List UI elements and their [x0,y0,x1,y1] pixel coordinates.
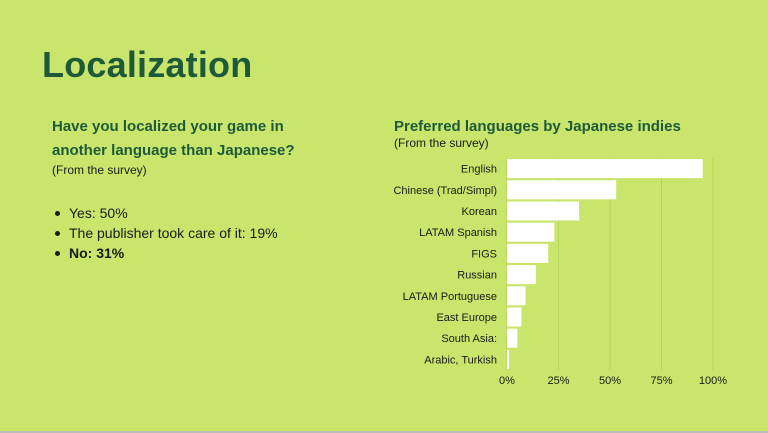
chart-title: Preferred languages by Japanese indies [394,118,681,135]
answers-list: Yes: 50% The publisher took care of it: … [55,203,278,263]
x-tick-label: 100% [699,375,727,387]
answer-item: Yes: 50% [55,203,278,223]
bar [507,180,617,200]
survey-question: Have you localized your game in another … [52,118,295,159]
bullet-icon [55,250,60,256]
footer-divider [0,431,768,433]
category-label: Korean [462,206,497,218]
chart-subtitle: (From the survey) [394,136,489,150]
bar [507,307,522,327]
bullet-icon [55,210,60,216]
bar [507,159,703,179]
bar [507,243,549,263]
x-tick-label: 0% [499,375,515,387]
answer-item: The publisher took care of it: 19% [55,223,278,243]
survey-note: (From the survey) [52,163,147,177]
answer-text: No: 31% [69,245,125,261]
bar [507,286,526,306]
category-label: Arabic, Turkish [424,354,497,366]
slide-title: Localization [42,44,253,85]
bullet-icon [55,230,60,236]
answer-item: No: 31% [55,243,278,263]
bar [507,201,580,221]
bar [507,265,536,285]
answer-text: Yes: 50% [69,205,128,221]
category-label: East Europe [436,312,497,324]
category-label: LATAM Spanish [419,227,497,239]
x-tick-label: 75% [650,375,672,387]
bar [507,328,518,348]
category-label: South Asia: [441,333,497,345]
category-label: Russian [457,270,497,282]
category-label: Chinese (Trad/Simpl) [393,185,497,197]
answer-text: The publisher took care of it: 19% [69,225,278,241]
x-tick-label: 50% [599,375,621,387]
category-label: FIGS [471,248,497,260]
category-label: English [461,164,497,176]
bar [507,222,555,242]
bar [507,349,510,369]
x-tick-label: 25% [547,375,569,387]
category-label: LATAM Portuguese [403,291,497,303]
